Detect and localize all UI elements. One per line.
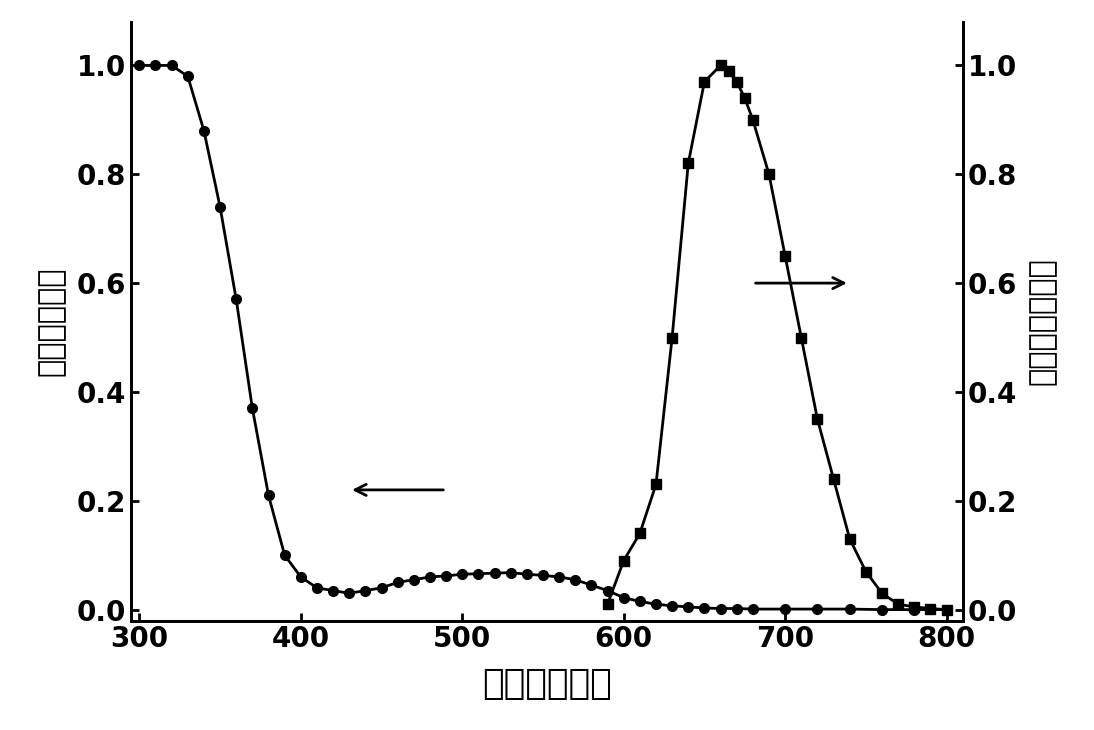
Y-axis label: 归一化荧光强度: 归一化荧光强度 [1028,257,1057,385]
Y-axis label: 归一化吸光度: 归一化吸光度 [37,266,66,376]
X-axis label: 波长（纳米）: 波长（纳米） [482,667,612,702]
